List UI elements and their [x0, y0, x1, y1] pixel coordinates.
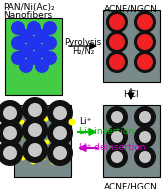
Circle shape	[109, 34, 125, 50]
Bar	[14, 105, 71, 177]
Text: PAN/Ni(Ac)₂: PAN/Ni(Ac)₂	[3, 3, 55, 12]
Circle shape	[137, 34, 153, 50]
Circle shape	[20, 156, 26, 160]
Text: Li⁺ deinsertion: Li⁺ deinsertion	[79, 143, 145, 152]
Circle shape	[19, 59, 33, 73]
Circle shape	[11, 51, 25, 65]
Circle shape	[22, 97, 48, 123]
Bar	[5, 18, 62, 95]
Circle shape	[106, 106, 128, 128]
Circle shape	[52, 121, 57, 125]
Circle shape	[109, 14, 125, 30]
Circle shape	[43, 36, 57, 50]
Circle shape	[137, 54, 153, 70]
Circle shape	[28, 143, 42, 157]
Circle shape	[35, 121, 40, 125]
Circle shape	[106, 31, 128, 53]
Circle shape	[106, 146, 128, 168]
Circle shape	[22, 137, 48, 163]
Circle shape	[11, 36, 25, 50]
Circle shape	[53, 136, 58, 140]
Circle shape	[53, 126, 67, 140]
Text: H₂/N₂: H₂/N₂	[72, 47, 94, 56]
Circle shape	[40, 156, 46, 160]
Circle shape	[47, 100, 73, 126]
Circle shape	[11, 21, 25, 35]
Circle shape	[134, 106, 156, 128]
Circle shape	[47, 140, 73, 166]
Circle shape	[51, 160, 55, 164]
Circle shape	[27, 51, 41, 65]
Circle shape	[0, 100, 23, 126]
Circle shape	[3, 106, 17, 120]
Bar	[103, 105, 160, 177]
Circle shape	[0, 120, 23, 146]
Text: ACNF/NGCN: ACNF/NGCN	[104, 5, 158, 14]
Circle shape	[19, 29, 33, 43]
Circle shape	[43, 21, 57, 35]
Circle shape	[139, 111, 151, 123]
Circle shape	[111, 131, 123, 143]
Bar	[103, 10, 160, 82]
Circle shape	[35, 29, 49, 43]
Text: HCl: HCl	[123, 90, 139, 99]
Circle shape	[45, 139, 50, 145]
Circle shape	[17, 136, 23, 140]
Circle shape	[106, 51, 128, 73]
Circle shape	[27, 36, 41, 50]
Circle shape	[35, 136, 40, 140]
Circle shape	[28, 103, 42, 117]
Text: Li⁺ insertion: Li⁺ insertion	[79, 126, 134, 136]
Circle shape	[109, 54, 125, 70]
Circle shape	[0, 140, 23, 166]
Circle shape	[35, 44, 49, 58]
Text: Li⁺: Li⁺	[79, 116, 91, 125]
Circle shape	[27, 139, 32, 145]
Circle shape	[28, 115, 32, 121]
Circle shape	[111, 111, 123, 123]
Circle shape	[44, 116, 49, 122]
Circle shape	[139, 131, 151, 143]
Circle shape	[19, 119, 25, 125]
Circle shape	[69, 119, 75, 125]
Text: ACNF/HGCN: ACNF/HGCN	[104, 183, 158, 189]
Text: Pyrolysis: Pyrolysis	[65, 38, 102, 47]
Circle shape	[47, 120, 73, 146]
Circle shape	[22, 117, 48, 143]
Circle shape	[27, 21, 41, 35]
Circle shape	[53, 106, 67, 120]
Circle shape	[3, 146, 17, 160]
Circle shape	[35, 59, 49, 73]
Circle shape	[134, 31, 156, 53]
Circle shape	[19, 44, 33, 58]
Circle shape	[134, 11, 156, 33]
Circle shape	[3, 126, 17, 140]
Circle shape	[53, 146, 67, 160]
Circle shape	[28, 123, 42, 137]
Circle shape	[134, 126, 156, 148]
Circle shape	[43, 51, 57, 65]
Circle shape	[106, 126, 128, 148]
Circle shape	[31, 160, 35, 164]
Circle shape	[139, 151, 151, 163]
Circle shape	[111, 151, 123, 163]
Circle shape	[137, 14, 153, 30]
Circle shape	[106, 11, 128, 33]
Circle shape	[134, 51, 156, 73]
Text: Nanofibers: Nanofibers	[3, 11, 52, 20]
Circle shape	[134, 146, 156, 168]
